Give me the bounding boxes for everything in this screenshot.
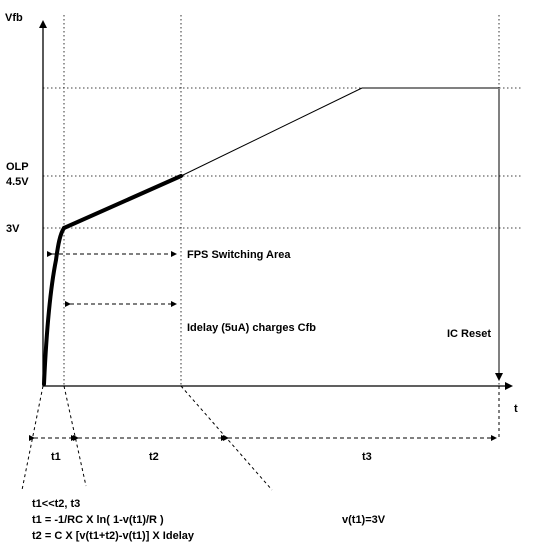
y-axis-label: Vfb [5, 12, 23, 24]
ic-reset-label: IC Reset [447, 328, 491, 340]
t3-interval-label: t3 [362, 451, 372, 463]
equation-line-1: t1<<t2, t3 [32, 498, 80, 510]
vfb-charge-curve [42, 226, 66, 386]
t1-projection-right [63, 385, 87, 487]
t1-projection-left [21, 385, 44, 491]
idelay-label: Idelay (5uA) charges Cfb [187, 322, 316, 334]
vfb-extension-ramp [180, 87, 363, 177]
equation-line-3: t2 = C X [v(t1+t2)-v(t1)] X Idelay [32, 530, 195, 542]
t2-interval-label: t2 [149, 451, 159, 463]
fps-area-label: FPS Switching Area [187, 249, 291, 261]
3v-label: 3V [6, 223, 20, 235]
olp-voltage-label: 4.5V [6, 176, 29, 188]
equation-line-2: t1 = -1/RC X ln( 1-v(t1)/R ) [32, 514, 164, 526]
t2-projection [180, 385, 273, 491]
vfb-idelay-ramp [62, 174, 183, 230]
vt1-equation: v(t1)=3V [342, 514, 386, 526]
olp-label: OLP [6, 161, 29, 173]
x-axis-label: t [514, 403, 518, 415]
t1-interval-label: t1 [51, 451, 61, 463]
